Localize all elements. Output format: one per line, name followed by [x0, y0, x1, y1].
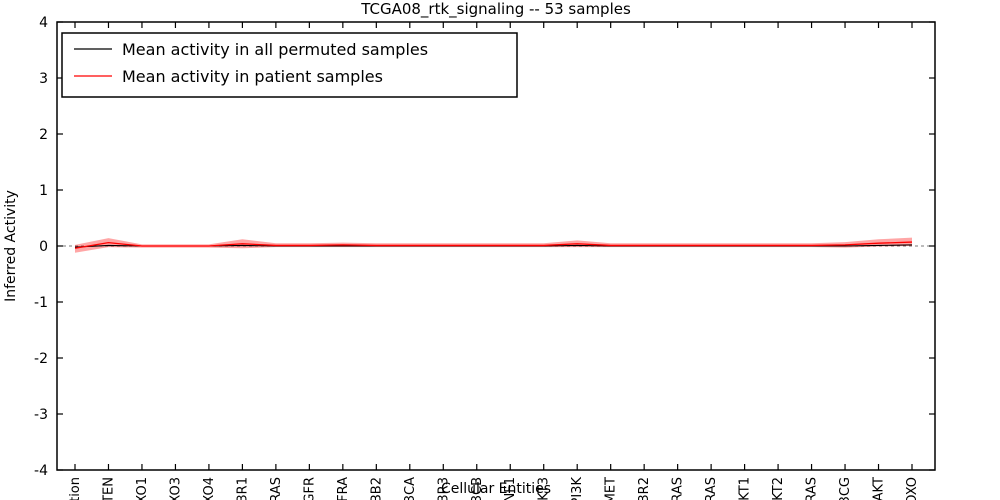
x-tick-label: AKT [872, 477, 887, 500]
x-tick-label: KRAS [805, 477, 820, 500]
y-tick-label: 4 [39, 15, 48, 31]
patient-mean-line [74, 241, 913, 249]
x-tick-label: EGFR [302, 477, 317, 500]
x-tick-label: PIK3R3 [436, 477, 451, 500]
x-tick-label: HRAS [704, 477, 719, 500]
x-tick-label: PTEN [101, 477, 116, 500]
x-tick-label: AKT3 [537, 477, 552, 500]
legend-box [61, 32, 518, 98]
x-tick-label: PI3K [570, 477, 585, 500]
y-tick-label: 1 [39, 183, 48, 199]
chart-title: TCGA08_rtk_signaling -- 53 samples [360, 0, 631, 19]
x-tick-label: FOXO1 [135, 477, 150, 500]
x-tick-label: proliferation/survival/translation [68, 477, 83, 500]
x-tick-label: MET [604, 477, 619, 500]
x-tick-label: PIK3CA [403, 477, 418, 500]
data-layer [57, 237, 935, 253]
x-axis-label: Cellular Entities [441, 481, 551, 497]
x-tick-label: FOXO3 [168, 477, 183, 500]
x-tick-label: PDGFRA [336, 477, 351, 500]
x-tick-label: PIK3CB [470, 477, 485, 500]
y-tick-label: 3 [39, 71, 48, 87]
legend-label-permuted: Mean activity in all permuted samples [122, 40, 428, 59]
y-tick-label: -2 [34, 351, 48, 367]
ticks-layer: -4 -3 -2 -1 0 1 2 3 4 proliferation/survival/tran… [34, 15, 935, 500]
x-tick-label: FOXO [905, 477, 920, 500]
y-tick-label: -3 [34, 407, 48, 423]
x-tick-label: AKT2 [771, 477, 786, 500]
y-tick-label: 2 [39, 127, 48, 143]
x-tick-label: FOXO4 [202, 477, 217, 500]
x-tick-label: NRAS [671, 477, 686, 500]
x-tick-label: NF1 [503, 477, 518, 500]
y-tick-label: 0 [39, 239, 48, 255]
x-tick-label: PIK3R2 [637, 477, 652, 500]
x-tick-label: AKT1 [738, 477, 753, 500]
x-tick-label: PIK3CG [838, 477, 853, 500]
legend: Mean activity in all permuted samples Me… [61, 32, 518, 98]
y-tick-label: -4 [34, 463, 48, 479]
x-tick-label: PIK3R1 [235, 477, 250, 500]
legend-label-patient: Mean activity in patient samples [122, 67, 383, 86]
y-tick-label: -1 [34, 295, 48, 311]
x-tick-label: RAS [269, 477, 284, 500]
y-axis-label: Inferred Activity [3, 190, 19, 302]
x-tick-label: ERBB2 [369, 477, 384, 500]
